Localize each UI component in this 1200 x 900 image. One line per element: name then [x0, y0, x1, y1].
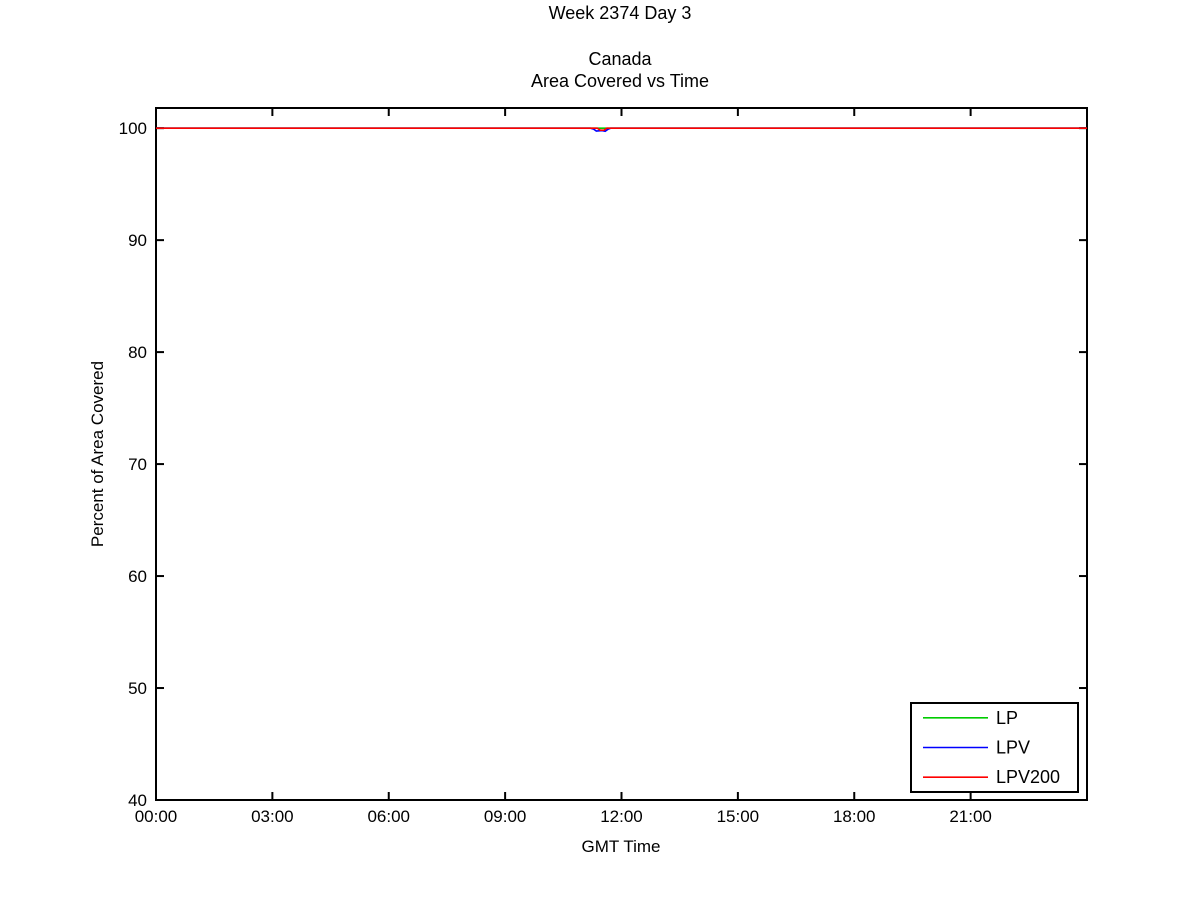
y-axis-label: Percent of Area Covered [88, 361, 107, 547]
x-tick-label: 09:00 [484, 807, 527, 826]
x-tick-label: 06:00 [367, 807, 410, 826]
axes-title-line1: Canada [588, 49, 652, 69]
y-tick-label: 100 [119, 119, 147, 138]
plot-border [155, 107, 1088, 801]
x-tick-label: 21:00 [949, 807, 992, 826]
x-tick-label: 00:00 [135, 807, 178, 826]
plot-area: 00:00 03:00 06:00 09:00 12:00 15:00 18:00 21:00… [119, 107, 1088, 826]
y-tick-label: 90 [128, 231, 147, 250]
legend-label-lpv: LPV [996, 738, 1030, 758]
legend-label-lpv200: LPV200 [996, 767, 1060, 787]
series-line-lpv200 [156, 127, 1087, 131]
x-tick-label: 03:00 [251, 807, 294, 826]
x-tick-label: 15:00 [717, 807, 760, 826]
x-tick-label: 12:00 [600, 807, 643, 826]
figure-title: Week 2374 Day 3 [549, 3, 692, 23]
y-tick-label: 40 [128, 791, 147, 810]
y-tick-label: 80 [128, 343, 147, 362]
legend-label-lp: LP [996, 708, 1018, 728]
x-tick-label: 18:00 [833, 807, 876, 826]
y-tick-label: 70 [128, 455, 147, 474]
x-axis-label: GMT Time [581, 837, 660, 856]
y-tick-label: 60 [128, 567, 147, 586]
y-tick-label: 50 [128, 679, 147, 698]
axes-title-line2: Area Covered vs Time [531, 71, 709, 91]
